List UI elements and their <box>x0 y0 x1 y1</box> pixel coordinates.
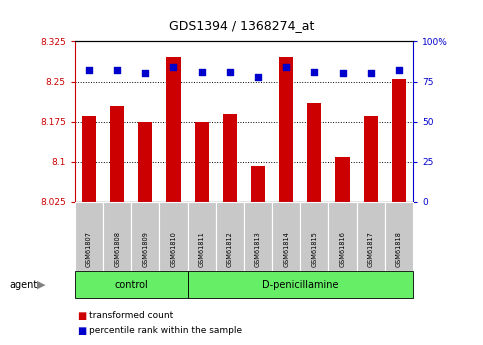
Point <box>113 68 121 73</box>
Text: GSM61807: GSM61807 <box>86 231 92 267</box>
Text: GSM61815: GSM61815 <box>312 231 317 267</box>
Text: ■: ■ <box>77 326 86 335</box>
Text: GSM61814: GSM61814 <box>283 231 289 267</box>
Bar <box>336 157 350 202</box>
Text: ▶: ▶ <box>37 280 45 289</box>
Bar <box>167 57 181 202</box>
Text: GSM61812: GSM61812 <box>227 231 233 267</box>
Bar <box>110 106 124 202</box>
Text: GSM61811: GSM61811 <box>199 231 205 267</box>
Point <box>367 71 375 76</box>
Text: GSM61813: GSM61813 <box>255 231 261 267</box>
Text: agent: agent <box>10 280 38 289</box>
Bar <box>279 57 293 202</box>
Point <box>282 64 290 70</box>
Bar <box>364 116 378 202</box>
Text: D-penicillamine: D-penicillamine <box>262 280 339 289</box>
Text: GSM61817: GSM61817 <box>368 231 374 267</box>
Text: percentile rank within the sample: percentile rank within the sample <box>89 326 242 335</box>
Point <box>254 74 262 79</box>
Bar <box>223 114 237 202</box>
Point <box>226 69 234 75</box>
Point <box>339 71 346 76</box>
Text: GSM61808: GSM61808 <box>114 231 120 267</box>
Point <box>198 69 206 75</box>
Text: control: control <box>114 280 148 289</box>
Point <box>142 71 149 76</box>
Bar <box>307 103 321 202</box>
Bar <box>392 79 406 202</box>
Point <box>311 69 318 75</box>
Text: GSM61810: GSM61810 <box>170 231 176 267</box>
Text: GSM61818: GSM61818 <box>396 231 402 267</box>
Bar <box>251 166 265 202</box>
Bar <box>82 116 96 202</box>
Text: ■: ■ <box>77 311 86 321</box>
Point <box>85 68 93 73</box>
Point <box>170 64 177 70</box>
Point <box>395 68 403 73</box>
Text: GSM61816: GSM61816 <box>340 231 345 267</box>
Bar <box>138 121 152 202</box>
Text: transformed count: transformed count <box>89 311 173 320</box>
Text: GSM61809: GSM61809 <box>142 231 148 267</box>
Bar <box>195 121 209 202</box>
Text: GDS1394 / 1368274_at: GDS1394 / 1368274_at <box>169 19 314 32</box>
